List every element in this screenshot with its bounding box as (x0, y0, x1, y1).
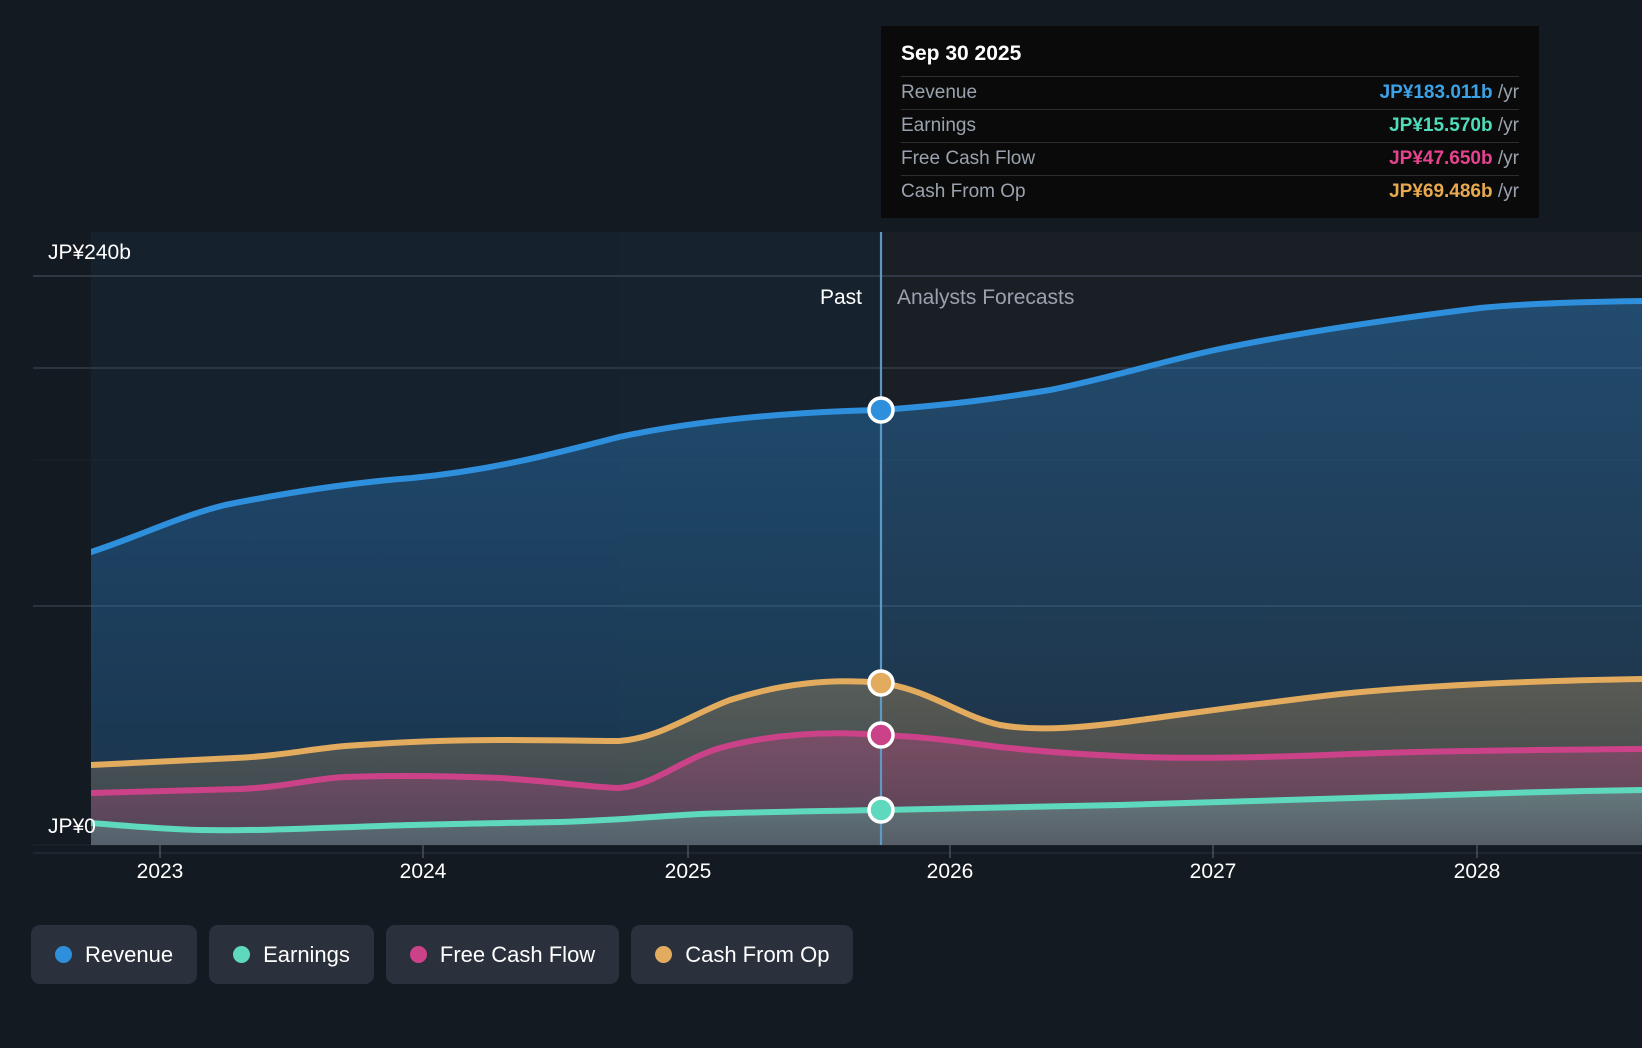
tooltip-value-revenue: JP¥183.011b /yr (1380, 82, 1519, 104)
x-axis-label-2026: 2026 (926, 860, 974, 883)
tooltip-amount-revenue: JP¥183.011b (1379, 82, 1493, 103)
legend-item-cash-from-op[interactable]: Cash From Op (631, 925, 854, 984)
chart-legend: Revenue Earnings Free Cash Flow Cash Fro… (31, 925, 854, 984)
tooltip-value-free-cash-flow: JP¥47.650b /yr (1389, 148, 1519, 170)
marker-revenue (867, 396, 895, 424)
legend-dot-earnings-icon (233, 946, 251, 963)
legend-dot-revenue-icon (55, 946, 72, 963)
tooltip-unit-free-cash-flow: /yr (1497, 148, 1519, 169)
legend-item-revenue[interactable]: Revenue (31, 925, 198, 984)
tooltip-unit-cash-from-op: /yr (1497, 181, 1519, 202)
line-earnings (91, 787, 1642, 834)
legend-label-revenue: Revenue (85, 941, 174, 967)
line-cashfromop (91, 676, 1642, 768)
x-axis-label-2023: 2023 (136, 860, 184, 883)
line-freecashflow (91, 730, 1642, 796)
tooltip-date: Sep 30 2025 (901, 42, 1022, 65)
legend-label-cash-from-op: Cash From Op (685, 941, 830, 967)
x-axis-ticks (159, 845, 1478, 858)
legend-label-free-cash-flow: Free Cash Flow (439, 941, 596, 967)
tooltip-value-earnings: JP¥15.570b /yr (1389, 115, 1519, 137)
legend-item-free-cash-flow[interactable]: Free Cash Flow (385, 925, 620, 984)
x-axis-label-2027: 2027 (1189, 860, 1237, 883)
highlight-markers (867, 396, 895, 824)
tooltip-amount-free-cash-flow: JP¥47.650b (1389, 148, 1493, 169)
chart-tooltip: Sep 30 2025 Revenue JP¥183.011b /yr Earn… (881, 26, 1539, 218)
tooltip-label-free-cash-flow: Free Cash Flow (901, 148, 1036, 169)
tooltip-row-revenue: Revenue JP¥183.011b /yr (901, 76, 1519, 109)
legend-dot-free-cash-flow-icon (409, 946, 427, 963)
legend-item-earnings[interactable]: Earnings (209, 925, 374, 984)
tooltip-amount-earnings: JP¥15.570b (1389, 115, 1493, 136)
y-axis-max-label: JP¥240b (48, 241, 131, 264)
marker-earnings (867, 796, 895, 824)
tooltip-unit-revenue: /yr (1497, 82, 1519, 103)
tooltip-value-cash-from-op: JP¥69.486b /yr (1389, 181, 1519, 203)
tooltip-unit-earnings: /yr (1497, 115, 1519, 136)
tooltip-row-cash-from-op: Cash From Op JP¥69.486b /yr (901, 175, 1519, 208)
x-axis-label-2025: 2025 (664, 860, 712, 883)
tooltip-label-cash-from-op: Cash From Op (901, 181, 1026, 202)
tooltip-row-free-cash-flow: Free Cash Flow JP¥47.650b /yr (901, 142, 1519, 175)
x-axis-label-2024: 2024 (399, 860, 447, 883)
marker-cashfromop (867, 669, 895, 697)
chart-svg (33, 232, 1642, 858)
tooltip-amount-cash-from-op: JP¥69.486b (1389, 181, 1493, 202)
y-axis-zero-label: JP¥0 (48, 815, 96, 838)
tooltip-label-revenue: Revenue (901, 82, 978, 103)
marker-freecashflow (867, 721, 895, 749)
chart-canvas: JP¥240b JP¥0 2023 2024 2025 2026 2027 20… (33, 232, 1642, 883)
legend-dot-cash-from-op-icon (655, 946, 673, 963)
tooltip-label-earnings: Earnings (901, 115, 976, 136)
past-label: Past (820, 286, 863, 309)
legend-label-earnings: Earnings (263, 941, 350, 967)
tooltip-row-earnings: Earnings JP¥15.570b /yr (901, 109, 1519, 142)
x-axis-label-2028: 2028 (1453, 860, 1501, 883)
analysts-forecasts-label: Analysts Forecasts (897, 286, 1075, 309)
